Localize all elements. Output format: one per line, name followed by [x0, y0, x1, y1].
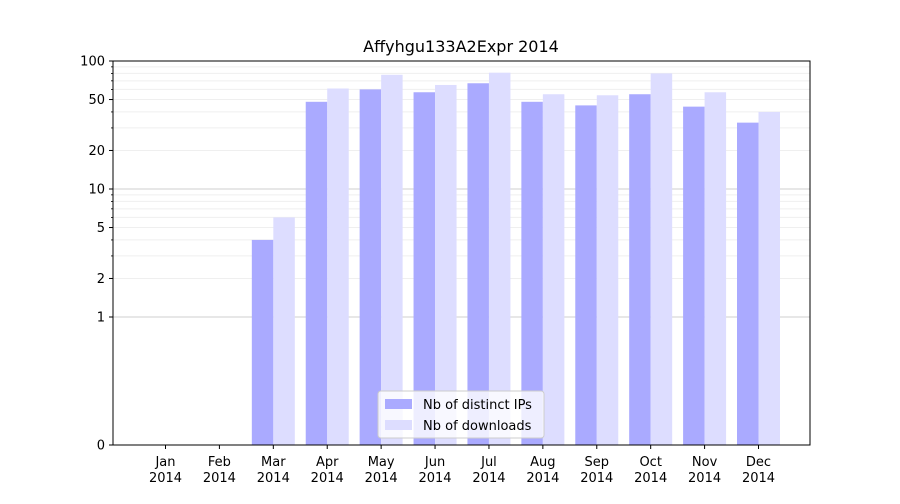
x-tick-label-month: Apr: [316, 455, 339, 470]
x-tick-label-year: 2014: [472, 471, 505, 486]
bar-distinct-ips: [413, 92, 436, 445]
legend-label: Nb of downloads: [423, 419, 532, 434]
x-tick-label-year: 2014: [526, 471, 559, 486]
x-tick-label-month: Aug: [530, 455, 555, 470]
bars: [251, 72, 780, 446]
bar-distinct-ips: [683, 106, 705, 445]
axes: 0125102050100Jan2014Feb2014Mar2014Apr201…: [80, 55, 811, 486]
x-tick-label-year: 2014: [688, 471, 721, 486]
grid-lines: [113, 60, 810, 318]
y-tick-label: 20: [88, 144, 105, 159]
x-tick-label-month: Jan: [154, 455, 175, 470]
bar-downloads: [435, 84, 457, 446]
y-tick-label: 50: [88, 93, 105, 108]
x-tick-label-month: Sep: [585, 455, 610, 470]
bar-distinct-ips: [737, 122, 759, 445]
x-tick-label-month: Jul: [480, 455, 497, 470]
x-tick-label-year: 2014: [634, 471, 667, 486]
y-tick-label: 5: [97, 221, 105, 236]
bar-downloads: [650, 73, 673, 445]
y-tick-label: 0: [97, 439, 105, 454]
x-tick-label-month: May: [368, 455, 395, 470]
bar-downloads: [542, 94, 565, 445]
x-tick-label-year: 2014: [365, 471, 398, 486]
bar-distinct-ips: [305, 101, 328, 446]
x-tick-label-month: Mar: [261, 455, 286, 470]
bar-distinct-ips: [629, 94, 651, 445]
x-tick-label-month: Dec: [746, 455, 771, 470]
chart-title: Affyhgu133A2Expr 2014: [363, 37, 559, 56]
bar-downloads: [758, 111, 780, 446]
bar-downloads: [273, 217, 295, 445]
bar-distinct-ips: [251, 239, 274, 445]
legend: Nb of distinct IPs Nb of downloads: [377, 390, 545, 439]
legend-swatch: [385, 420, 412, 430]
bar-downloads: [488, 72, 511, 445]
legend-label: Nb of distinct IPs: [423, 398, 532, 413]
legend-box: [377, 390, 545, 439]
bar-downloads: [596, 95, 619, 445]
x-tick-label-month: Oct: [639, 455, 661, 470]
x-tick-label-year: 2014: [149, 471, 182, 486]
bar-distinct-ips: [359, 89, 382, 445]
bar-distinct-ips: [575, 105, 597, 446]
x-tick-label-year: 2014: [257, 471, 290, 486]
x-tick-label-month: Nov: [692, 455, 718, 470]
bar-downloads: [327, 88, 349, 445]
legend-swatch: [385, 399, 412, 409]
bar-distinct-ips: [467, 83, 489, 446]
bar-downloads: [704, 92, 727, 445]
x-tick-label-year: 2014: [203, 471, 236, 486]
bar-distinct-ips: [521, 101, 543, 446]
plot-frame: [112, 60, 811, 446]
x-tick-label-year: 2014: [311, 471, 344, 486]
bar-downloads: [381, 74, 403, 445]
x-tick-label-year: 2014: [418, 471, 451, 486]
x-tick-label-month: Jun: [424, 455, 445, 470]
y-tick-label: 10: [88, 183, 105, 198]
x-tick-label-year: 2014: [580, 471, 613, 486]
y-tick-label: 2: [97, 272, 105, 287]
x-tick-label-month: Feb: [208, 455, 231, 470]
x-tick-label-year: 2014: [742, 471, 775, 486]
y-tick-label: 100: [80, 55, 105, 70]
y-tick-label: 1: [97, 311, 105, 326]
